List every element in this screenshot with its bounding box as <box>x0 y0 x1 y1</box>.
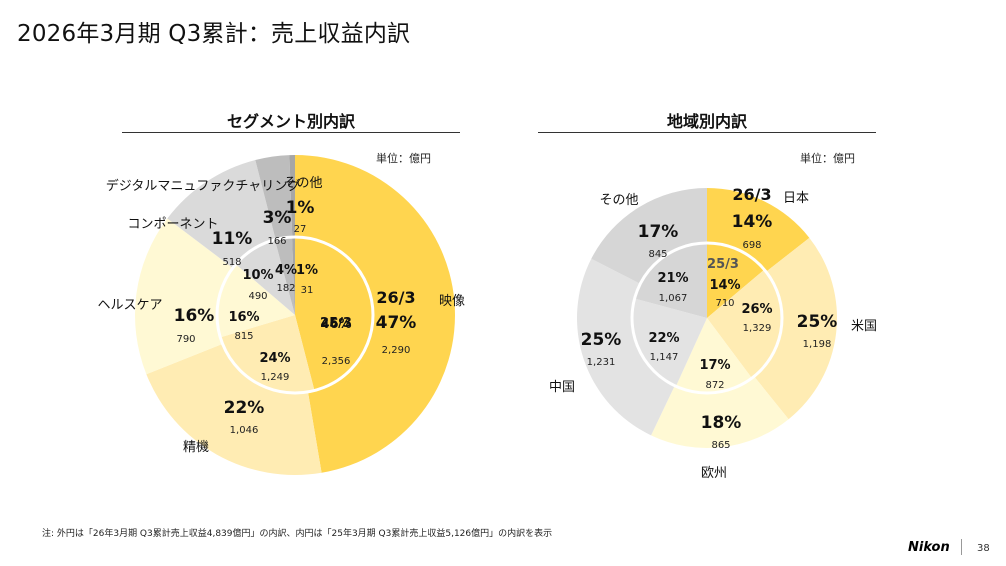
inner-ring-slice-2 <box>675 318 752 393</box>
inner-ring-slice-4 <box>274 237 295 315</box>
inner-ring-slice-0 <box>295 237 374 391</box>
inner-percent-label: 26% <box>741 302 772 317</box>
inner-value-label: 31 <box>301 285 314 296</box>
outer-percent-label: 47% <box>376 313 417 333</box>
outer-ring-slice-5 <box>289 155 295 238</box>
outer-percent-label: 25% <box>797 312 838 332</box>
category-label: 日本 <box>783 191 809 206</box>
inner-ring-slice-1 <box>707 269 782 379</box>
inner-percent-label: 4% <box>275 263 297 278</box>
region-unit-label: 単位：億円 <box>800 152 855 165</box>
segment-title-rule <box>122 132 460 133</box>
category-label: 映像 <box>439 294 465 309</box>
outer-value-label: 1,046 <box>230 425 259 436</box>
segment-chart-title: セグメント別内訳 <box>226 112 355 131</box>
region-chart-title: 地域別内訳 <box>666 112 747 131</box>
footer-divider <box>961 539 962 555</box>
inner-ring-period-label: 25/3 <box>707 257 739 272</box>
page-number: 38 <box>977 543 990 554</box>
outer-percent-label: 3% <box>263 208 292 228</box>
inner-percent-label: 10% <box>242 268 273 283</box>
inner-value-label: 872 <box>705 380 724 391</box>
inner-value-label: 1,249 <box>261 372 290 383</box>
outer-percent-label: 11% <box>212 229 253 249</box>
inner-value-label: 182 <box>276 283 295 294</box>
outer-ring-slice-3 <box>577 258 675 436</box>
outer-ring-slice-3 <box>167 160 276 268</box>
nikon-logo: Nikon <box>908 540 950 555</box>
inner-value-label: 1,329 <box>743 323 772 334</box>
outer-ring-slice-2 <box>651 376 789 449</box>
outer-ring-period-label: 26/3 <box>376 288 415 307</box>
inner-percent-label: 22% <box>648 331 679 346</box>
inner-ring-slice-2 <box>217 264 295 338</box>
category-label: デジタルマニュファクチャリング <box>106 178 301 194</box>
inner-value-label: 2,356 <box>322 356 351 367</box>
outer-value-label: 2,290 <box>382 345 411 356</box>
inner-percent-label: 1% <box>296 263 318 278</box>
outer-value-label: 518 <box>222 257 241 268</box>
inner-percent-label: 14% <box>709 278 740 293</box>
region-title-rule <box>538 132 876 133</box>
outer-value-label: 698 <box>742 240 761 251</box>
inner-value-label: 1,067 <box>659 293 688 304</box>
outer-value-label: 865 <box>711 440 730 451</box>
outer-percent-label: 14% <box>732 212 773 232</box>
category-label: 米国 <box>851 319 877 334</box>
outer-value-label: 845 <box>648 249 667 260</box>
category-label: 中国 <box>549 380 575 395</box>
segment-donut-chart: 47% 2,290 22% 1,046 16% 790 11% 518 3% 166 1% 27 46%… <box>97 155 465 476</box>
outer-percent-label: 25% <box>581 330 622 350</box>
category-label: ヘルスケア <box>97 298 162 313</box>
inner-ring-slice-5 <box>292 237 295 315</box>
category-label: その他 <box>599 193 638 208</box>
category-label: コンポーネント <box>127 217 218 232</box>
ring-separator <box>215 235 375 395</box>
outer-ring-slice-4 <box>591 188 707 284</box>
inner-percent-label: 16% <box>228 310 259 325</box>
outer-value-label: 166 <box>267 236 286 247</box>
inner-ring-slice-4 <box>634 243 707 318</box>
outer-percent-label: 1% <box>286 198 315 218</box>
inner-percent-label: 17% <box>699 358 730 373</box>
outer-value-label: 1,198 <box>803 339 832 350</box>
inner-ring-slice-3 <box>632 298 707 387</box>
inner-ring-slice-0 <box>707 243 765 318</box>
ring-separator <box>630 241 784 395</box>
outer-percent-label: 17% <box>638 222 679 242</box>
inner-percent-label: 24% <box>259 351 290 366</box>
inner-percent-label: 21% <box>657 271 688 286</box>
region-donut-chart: 14% 698 25% 1,198 18% 865 25% 1,231 17% 845 14% 710… <box>549 185 877 481</box>
outer-ring-slice-2 <box>135 218 233 375</box>
page-title: 2026年3月期 Q3累計：売上収益内訳 <box>17 21 411 47</box>
category-label: 欧州 <box>701 466 727 481</box>
inner-value-label: 815 <box>234 331 253 342</box>
outer-ring-period-label: 26/3 <box>732 185 771 204</box>
inner-ring-slice-3 <box>235 239 295 315</box>
outer-percent-label: 22% <box>224 398 265 418</box>
category-label: 精機 <box>183 440 209 455</box>
outer-ring-slice-0 <box>295 155 456 473</box>
inner-ring-period-label: 25/3 <box>320 316 352 331</box>
inner-value-label: 1,147 <box>650 352 679 363</box>
outer-value-label: 1,231 <box>587 357 616 368</box>
outer-ring-slice-1 <box>146 343 322 476</box>
outer-value-label: 27 <box>294 224 307 235</box>
outer-ring-slice-0 <box>707 188 810 272</box>
inner-percent-label: 46% <box>320 317 351 332</box>
footnote: 注: 外円は「26年3月期 Q3累計売上収益4,839億円」の内訳、内円は「25… <box>42 529 553 539</box>
outer-ring-slice-4 <box>255 155 293 240</box>
category-label: その他 <box>283 176 322 191</box>
inner-value-label: 490 <box>248 291 267 302</box>
outer-value-label: 790 <box>176 334 195 345</box>
outer-percent-label: 16% <box>174 306 215 326</box>
inner-value-label: 710 <box>715 298 734 309</box>
segment-unit-label: 単位：億円 <box>376 152 431 165</box>
outer-percent-label: 18% <box>701 413 742 433</box>
